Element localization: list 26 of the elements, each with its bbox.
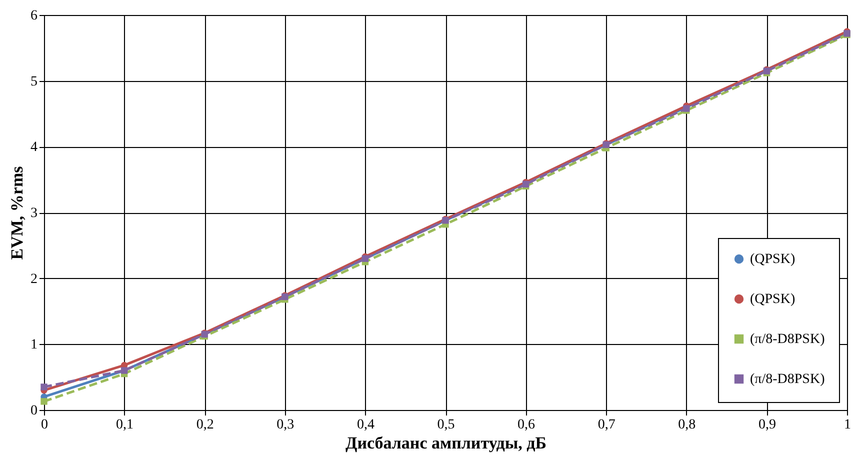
x-tick-label: 0,5 xyxy=(437,418,455,432)
y-tick-label: 2 xyxy=(30,272,38,287)
x-tick-label: 0,2 xyxy=(196,418,214,432)
x-tick-label: 0,8 xyxy=(678,418,696,432)
x-tick-label: 0,1 xyxy=(116,418,134,432)
x-tick-label: 0,6 xyxy=(518,418,536,432)
x-tick-label: 0 xyxy=(41,418,48,432)
point xyxy=(40,384,48,390)
x-tick-label: 1 xyxy=(844,418,851,432)
x-axis-title: Дисбаланс амплитуды, дБ xyxy=(346,434,546,452)
legend-label: (π/8-D8PSK) xyxy=(750,372,826,387)
y-tick-label: 0 xyxy=(30,404,38,418)
y-axis-title: EVM, %rms xyxy=(8,166,26,260)
legend-label: (QPSK) xyxy=(750,252,796,267)
y-tick-label: 6 xyxy=(30,8,38,24)
legend-label: (π/8-D8PSK) xyxy=(750,332,826,347)
x-tick-label: 0,3 xyxy=(276,418,294,432)
y-tick-label: 1 xyxy=(30,338,38,353)
point xyxy=(40,398,48,405)
x-tick-label: 0,9 xyxy=(758,418,776,432)
y-tick-label: 3 xyxy=(30,206,38,221)
y-tick-label: 4 xyxy=(30,140,38,156)
x-tick-label: 0,7 xyxy=(598,418,616,432)
y-tick-label: 5 xyxy=(30,74,38,90)
legend-label: (QPSK) xyxy=(750,292,796,307)
x-tick-label: 0,4 xyxy=(356,418,374,432)
